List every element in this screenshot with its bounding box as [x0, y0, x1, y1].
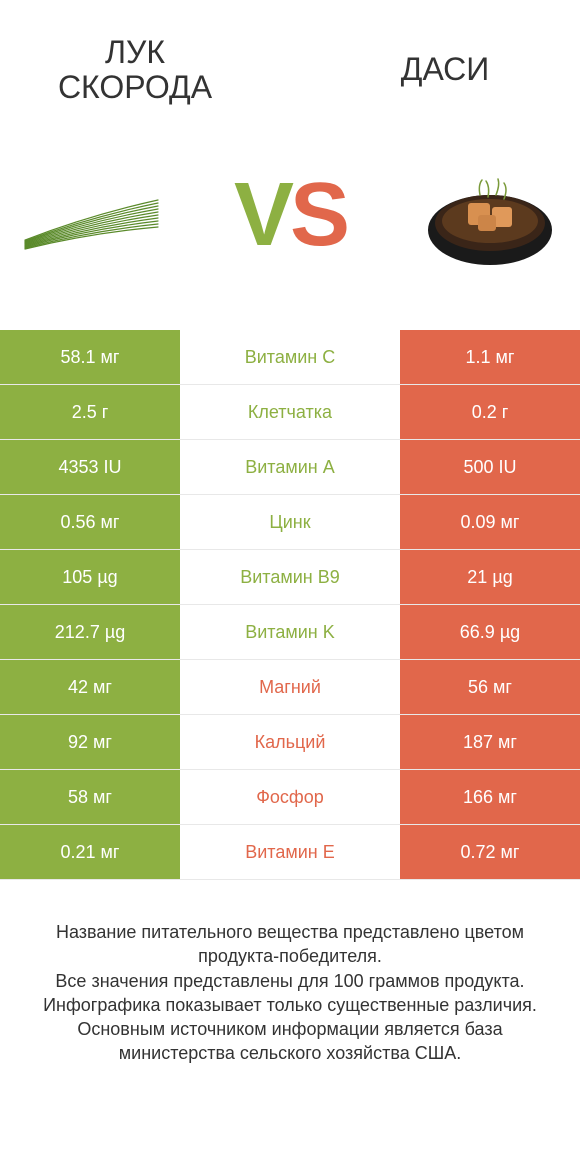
footnote-line: Основным источником информации является … — [20, 1017, 560, 1066]
footnote-line: Название питательного вещества представл… — [20, 920, 560, 969]
header: ЛУК СКОРОДА ДАСИ — [0, 0, 580, 130]
right-value: 1.1 мг — [400, 330, 580, 384]
nutrient-name: Витамин E — [180, 825, 400, 879]
vs-v-letter: V — [234, 170, 290, 260]
right-value: 187 мг — [400, 715, 580, 769]
nutrient-row: 0.21 мгВитамин E0.72 мг — [0, 825, 580, 880]
right-value: 0.09 мг — [400, 495, 580, 549]
left-food-title: ЛУК СКОРОДА — [30, 35, 240, 105]
nutrient-row: 0.56 мгЦинк0.09 мг — [0, 495, 580, 550]
vs-s-letter: S — [290, 170, 346, 260]
left-value: 58 мг — [0, 770, 180, 824]
nutrient-name: Витамин K — [180, 605, 400, 659]
nutrient-row: 2.5 гКлетчатка0.2 г — [0, 385, 580, 440]
nutrient-name: Витамин A — [180, 440, 400, 494]
vs-row: VS — [0, 130, 580, 330]
nutrient-row: 92 мгКальций187 мг — [0, 715, 580, 770]
left-value: 42 мг — [0, 660, 180, 714]
left-value: 105 µg — [0, 550, 180, 604]
right-food-image — [420, 145, 560, 285]
right-value: 0.2 г — [400, 385, 580, 439]
right-food-title: ДАСИ — [340, 52, 550, 87]
left-value: 0.56 мг — [0, 495, 180, 549]
nutrient-row: 42 мгМагний56 мг — [0, 660, 580, 715]
left-value: 92 мг — [0, 715, 180, 769]
right-value: 56 мг — [400, 660, 580, 714]
right-value: 0.72 мг — [400, 825, 580, 879]
nutrient-name: Цинк — [180, 495, 400, 549]
footnote: Название питательного вещества представл… — [0, 880, 580, 1066]
nutrient-row: 58.1 мгВитамин C1.1 мг — [0, 330, 580, 385]
left-value: 0.21 мг — [0, 825, 180, 879]
footnote-line: Инфографика показывает только существенн… — [20, 993, 560, 1017]
right-value: 500 IU — [400, 440, 580, 494]
nutrient-name: Витамин C — [180, 330, 400, 384]
left-value: 58.1 мг — [0, 330, 180, 384]
nutrient-row: 58 мгФосфор166 мг — [0, 770, 580, 825]
nutrient-name: Магний — [180, 660, 400, 714]
nutrient-row: 4353 IUВитамин A500 IU — [0, 440, 580, 495]
nutrient-name: Кальций — [180, 715, 400, 769]
right-value: 21 µg — [400, 550, 580, 604]
right-value: 166 мг — [400, 770, 580, 824]
vs-label: VS — [234, 170, 346, 260]
nutrient-row: 212.7 µgВитамин K66.9 µg — [0, 605, 580, 660]
nutrient-name: Витамин B9 — [180, 550, 400, 604]
nutrient-name: Фосфор — [180, 770, 400, 824]
left-value: 2.5 г — [0, 385, 180, 439]
nutrient-table: 58.1 мгВитамин C1.1 мг2.5 гКлетчатка0.2 … — [0, 330, 580, 880]
right-value: 66.9 µg — [400, 605, 580, 659]
left-value: 4353 IU — [0, 440, 180, 494]
left-value: 212.7 µg — [0, 605, 180, 659]
nutrient-row: 105 µgВитамин B921 µg — [0, 550, 580, 605]
nutrient-name: Клетчатка — [180, 385, 400, 439]
footnote-line: Все значения представлены для 100 граммо… — [20, 969, 560, 993]
left-food-image — [20, 145, 160, 285]
